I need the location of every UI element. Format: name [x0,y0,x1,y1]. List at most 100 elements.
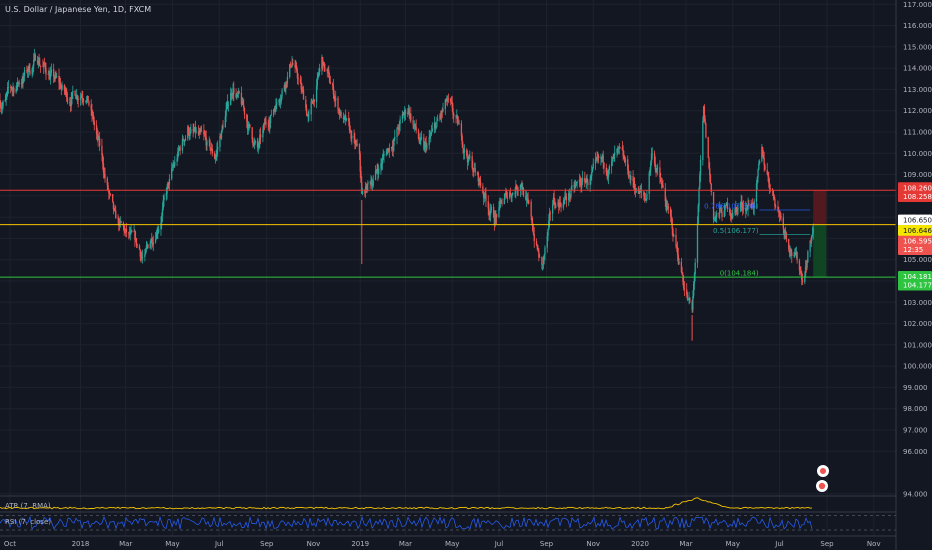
candle-body [383,154,385,156]
candle-body [562,203,565,208]
candle-body [407,112,409,115]
candle-body [133,231,135,233]
candle-body [253,143,256,145]
candle-body [547,229,549,236]
candle-body [81,96,83,98]
candle-body [274,108,276,112]
candle-body [509,192,511,198]
price-label-tag [898,279,932,291]
candle-body [365,186,368,192]
candle-body [163,195,165,201]
candle-body [251,127,253,139]
candle-body [650,162,652,170]
candle-body [420,137,423,139]
candle-body [269,115,272,124]
price-tick-label: 113.000 [903,86,932,94]
candle-body [624,159,627,163]
candle-body [72,91,74,93]
candle-body [317,73,319,78]
candle-body [752,203,754,207]
candle-body [761,146,764,156]
candle-body [104,174,106,179]
candle-body [675,234,677,247]
candle-body [494,217,496,225]
candle-body [349,130,351,132]
candle-body [139,249,141,257]
candle-body [509,192,512,195]
candle-body [284,85,286,88]
candle-body [103,172,105,175]
candle-body [273,108,276,110]
candle-body [108,193,111,195]
candle-body [810,240,812,242]
atr-line [0,497,813,510]
candle-body [337,98,339,110]
candle-body [584,177,586,183]
candle-body [227,105,230,107]
candle-body [521,184,523,191]
candle-body [355,144,358,146]
candle-body [603,162,605,168]
rsi-line [0,515,813,530]
price-tick-label: 109.000 [903,171,932,179]
candle-body [526,198,528,200]
candle-body [699,174,701,189]
candle-body [108,190,110,194]
candle-body [154,239,157,243]
fib-level-label: 0.786(107.336) [704,202,759,210]
candle-body [425,142,427,148]
candle-body [456,115,458,118]
candle-body [278,99,280,103]
candle-body [262,129,264,138]
price-tick-label: 117.000 [903,1,932,9]
candle-body [777,206,779,210]
candle-body [492,206,495,218]
candle-body [591,172,593,177]
candle-body [93,121,95,126]
candle-body [50,69,53,74]
candle-body [473,168,476,170]
candle-body [315,85,318,103]
candle-body [69,102,72,107]
candle-body [95,125,98,135]
candle-body [710,183,712,192]
candle-body [322,57,324,66]
candle-body [267,123,269,125]
candle-body [61,85,63,90]
candle-body [548,212,551,221]
candle-body [101,145,103,156]
candle-body [708,157,710,169]
candle-body [782,217,784,230]
candle-body [463,148,465,153]
candle-body [621,147,624,151]
candle-body [514,193,516,194]
candle-body [208,140,210,142]
candle-body [473,168,475,172]
candle-body [82,97,84,100]
candle-body [474,168,476,173]
candle-body [23,76,25,78]
candle-body [532,230,535,235]
candle-body [712,191,715,220]
candle-body [280,96,282,102]
candle-body [123,226,125,232]
candle-body [167,182,170,185]
candle-body [29,70,31,75]
candle-body [761,146,763,161]
price-tick-label: 100.000 [903,363,932,371]
candle-body [718,212,720,214]
candle-body [426,145,428,148]
candle-body [305,107,308,115]
candle-body [156,232,158,234]
candle-body [601,157,603,160]
candle-body [660,181,663,185]
candle-body [87,95,89,102]
candle-body [768,176,770,183]
candle-body [435,126,437,129]
candle-body [768,182,771,189]
candle-body [176,158,178,162]
candle-body [773,194,775,199]
candle-body [601,155,604,160]
